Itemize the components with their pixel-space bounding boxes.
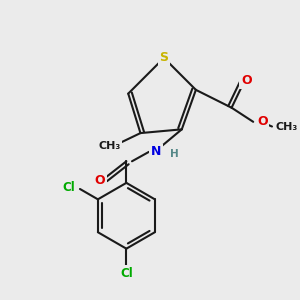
Text: Cl: Cl — [62, 181, 75, 194]
Text: S: S — [159, 51, 168, 64]
Text: O: O — [95, 174, 105, 187]
Text: Cl: Cl — [120, 267, 133, 280]
Text: CH₃: CH₃ — [98, 141, 121, 151]
Text: N: N — [151, 146, 162, 158]
Text: O: O — [241, 74, 252, 87]
Text: CH₃: CH₃ — [276, 122, 298, 131]
Text: H: H — [169, 149, 178, 159]
Text: O: O — [257, 115, 268, 128]
